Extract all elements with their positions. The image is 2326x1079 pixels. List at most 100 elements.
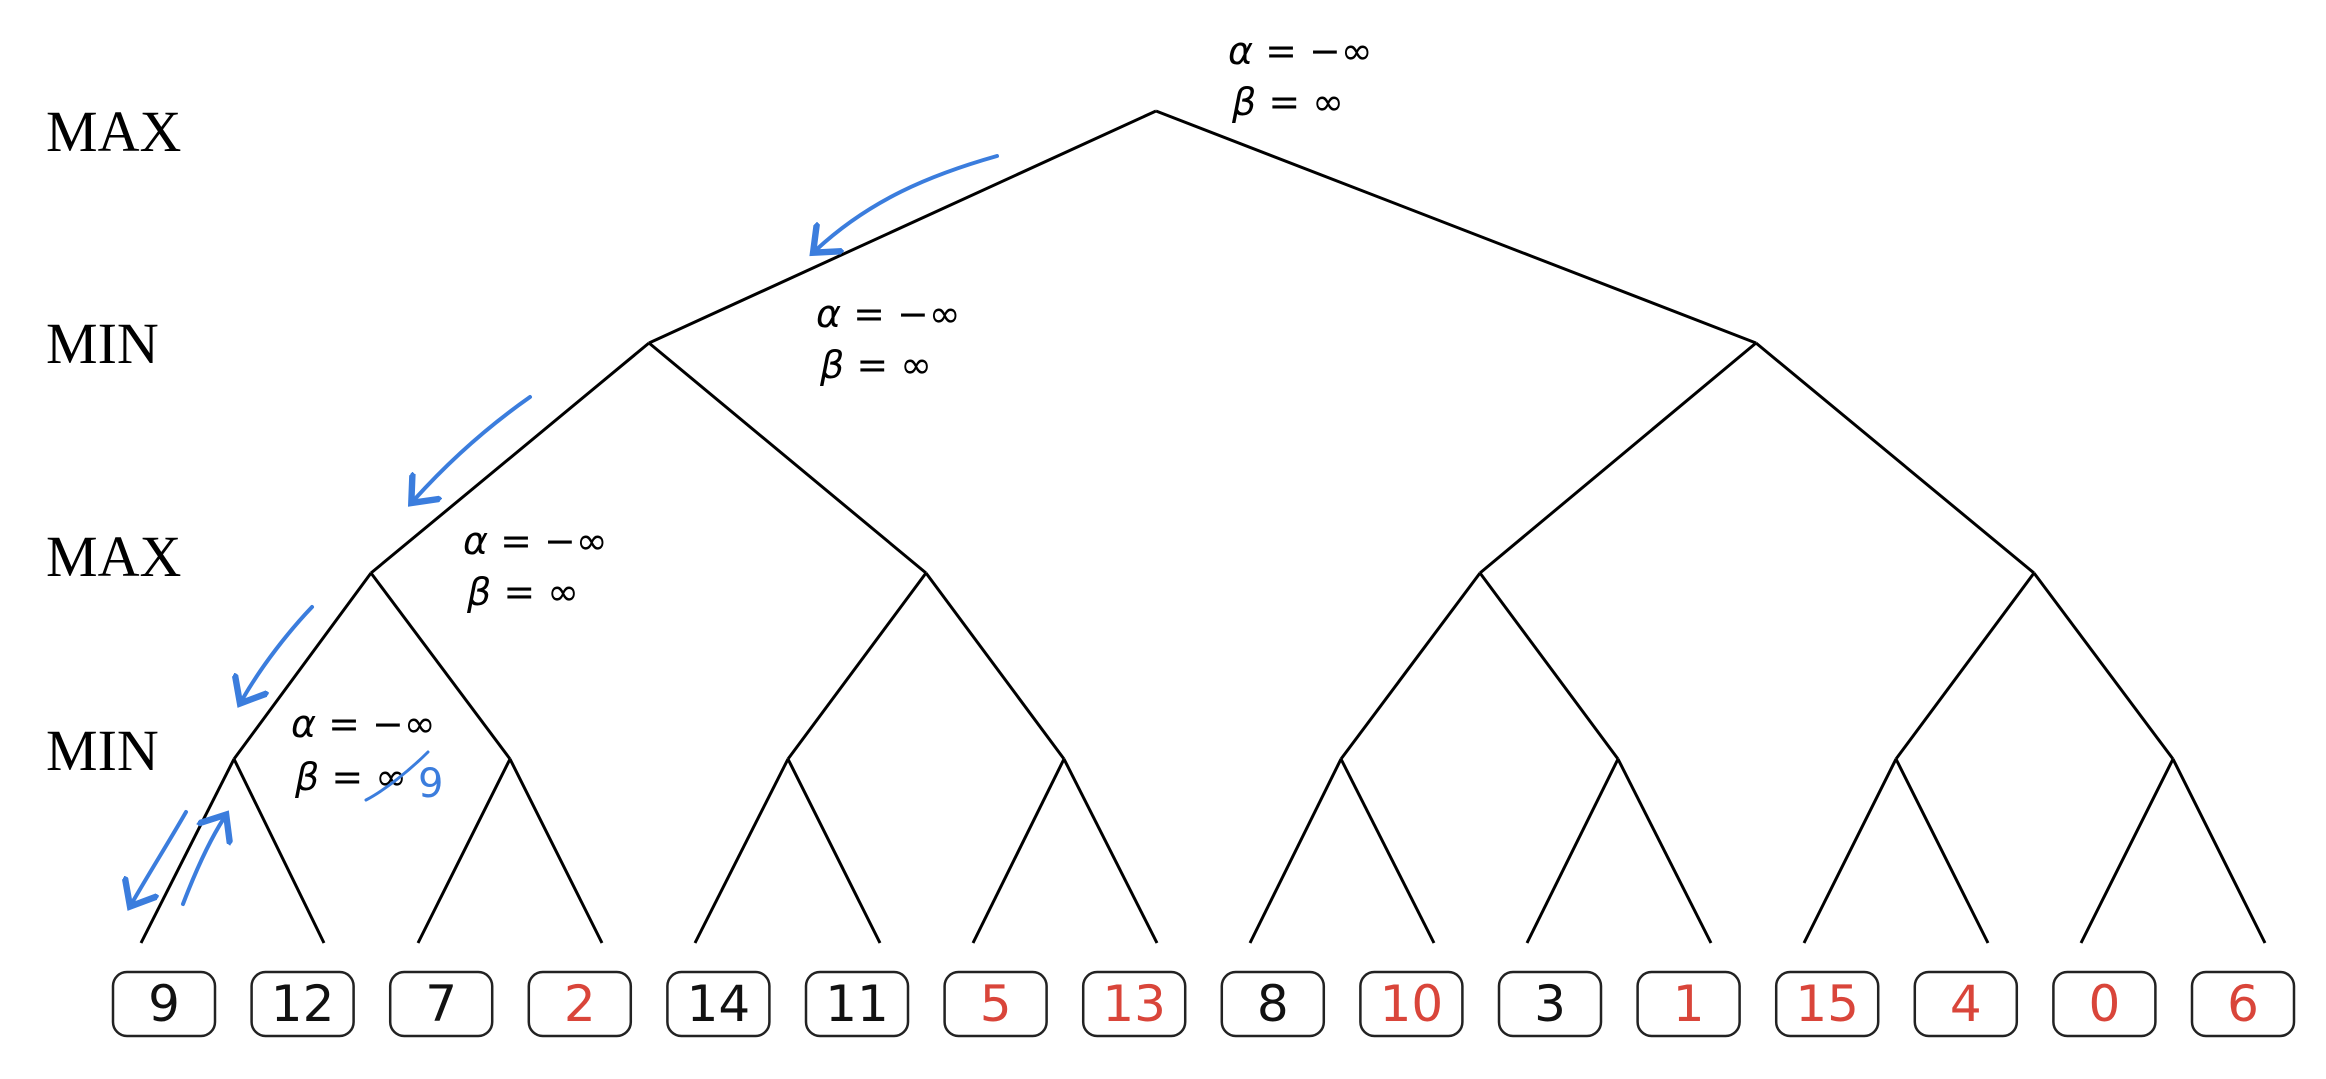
edge: [508, 758, 604, 944]
edge: [2032, 572, 2175, 760]
leaf-value: 8: [1257, 975, 1289, 1033]
level-label-max-root: MAX: [46, 99, 181, 164]
leaf-box: [2190, 970, 2296, 1038]
alpha-value: α = −∞: [1228, 29, 1373, 73]
leaf-node: 6: [2190, 970, 2296, 1038]
leaf-box: [250, 970, 355, 1038]
alpha-value: α = −∞: [291, 702, 436, 746]
edge: [1062, 758, 1159, 944]
edge: [1479, 341, 1757, 575]
leaf-box: [2052, 970, 2157, 1038]
beta-strikethrough: [364, 750, 430, 802]
edge: [924, 572, 1066, 760]
leaf-value: 0: [2088, 975, 2120, 1033]
arrow-down-1-icon: [816, 154, 999, 250]
leaf-node: 14: [666, 970, 771, 1038]
alpha-value: α = −∞: [463, 519, 608, 563]
leaf-value: 12: [271, 975, 335, 1033]
leaf-node: 3: [1497, 970, 1603, 1038]
arrow-down-2-icon: [414, 395, 532, 500]
leaf-box: [1636, 970, 1741, 1038]
leaf-value: 15: [1795, 975, 1859, 1033]
alpha-value: α = −∞: [816, 292, 961, 336]
arrow-up-1-icon: [181, 818, 224, 906]
leaf-value: 5: [980, 975, 1012, 1033]
traversal-arrows: [132, 154, 999, 906]
edge: [786, 572, 928, 760]
leaf-node: 8: [1220, 970, 1326, 1038]
beta-value: β = ∞: [294, 755, 407, 799]
leaf-node: 13: [1081, 970, 1187, 1038]
leaf-node: 15: [1774, 970, 1880, 1038]
edge: [370, 341, 650, 575]
annotation-root: α = −∞ β = ∞: [1228, 29, 1373, 124]
leaf-value: 1: [1673, 975, 1705, 1033]
edge: [369, 572, 512, 760]
leaf-node: 9: [111, 970, 217, 1038]
edge: [1478, 572, 1620, 760]
leaf-box: [1220, 970, 1326, 1038]
edge: [693, 758, 790, 944]
beta-value: β = ∞: [819, 343, 932, 387]
leaf-value: 14: [687, 975, 751, 1033]
leaf-value: 13: [1102, 975, 1166, 1033]
leaf-value: 2: [564, 975, 596, 1033]
edge-root-left: [648, 109, 1157, 345]
edge: [416, 758, 512, 944]
leaf-box: [666, 970, 771, 1038]
leaf-box: [943, 970, 1048, 1038]
edge: [1248, 758, 1343, 944]
edge: [2171, 758, 2267, 944]
leaf-box: [1359, 970, 1464, 1038]
leaf-value: 7: [425, 975, 457, 1033]
annotation-min-1: α = −∞ β = ∞: [816, 292, 961, 387]
edge: [1339, 572, 1482, 760]
leaf-value: 3: [1534, 975, 1566, 1033]
edge: [1894, 572, 2036, 760]
edge: [1616, 758, 1713, 944]
leaf-node: 12: [250, 970, 355, 1038]
leaf-node: 11: [804, 970, 910, 1038]
leaf-node: 10: [1359, 970, 1464, 1038]
leaf-node: 1: [1636, 970, 1741, 1038]
leaf-value: 10: [1380, 975, 1444, 1033]
annotation-max-2: α = −∞ β = ∞: [463, 519, 608, 614]
annotation-min-3: α = −∞ β = ∞ 9: [291, 702, 443, 807]
edge: [1802, 758, 1898, 944]
leaf-value: 11: [825, 975, 889, 1033]
edge: [232, 572, 373, 760]
leaf-value: 9: [148, 975, 180, 1033]
edge: [786, 758, 882, 944]
edge: [232, 758, 326, 944]
arrow-down-4-icon: [132, 810, 188, 903]
leaf-node: 5: [943, 970, 1048, 1038]
alpha-beta-annotations: α = −∞ β = ∞ α = −∞ β = ∞ α = −∞ β = ∞ α…: [291, 29, 1373, 807]
leaf-node: 0: [2052, 970, 2157, 1038]
leaf-box: [1913, 970, 2019, 1038]
level-labels: MAX MIN MAX MIN: [46, 99, 181, 783]
edge: [139, 758, 236, 944]
leaf-value: 4: [1950, 975, 1982, 1033]
leaf-box: [388, 970, 494, 1038]
tree-edges: [139, 109, 2267, 944]
leaf-box: [1081, 970, 1187, 1038]
beta-value: β = ∞: [466, 570, 579, 614]
leaf-row: 9 12 7 2 14 11 5 13 8 10 3 1 15 4 0 6: [111, 970, 2296, 1038]
edge: [1894, 758, 1990, 944]
leaf-node: 2: [527, 970, 633, 1038]
level-label-max-2: MAX: [46, 524, 181, 589]
edge-root-right: [1155, 109, 1757, 345]
leaf-value: 6: [2227, 975, 2259, 1033]
leaf-box: [111, 970, 217, 1038]
edge: [1525, 758, 1620, 944]
leaf-box: [1497, 970, 1603, 1038]
leaf-node: 7: [388, 970, 494, 1038]
edge: [2079, 758, 2175, 944]
level-label-min-3: MIN: [46, 718, 159, 783]
leaf-box: [527, 970, 633, 1038]
leaf-box: [804, 970, 910, 1038]
beta-update-value: 9: [418, 761, 443, 807]
arrow-down-3-icon: [242, 605, 314, 700]
edge: [971, 758, 1066, 944]
